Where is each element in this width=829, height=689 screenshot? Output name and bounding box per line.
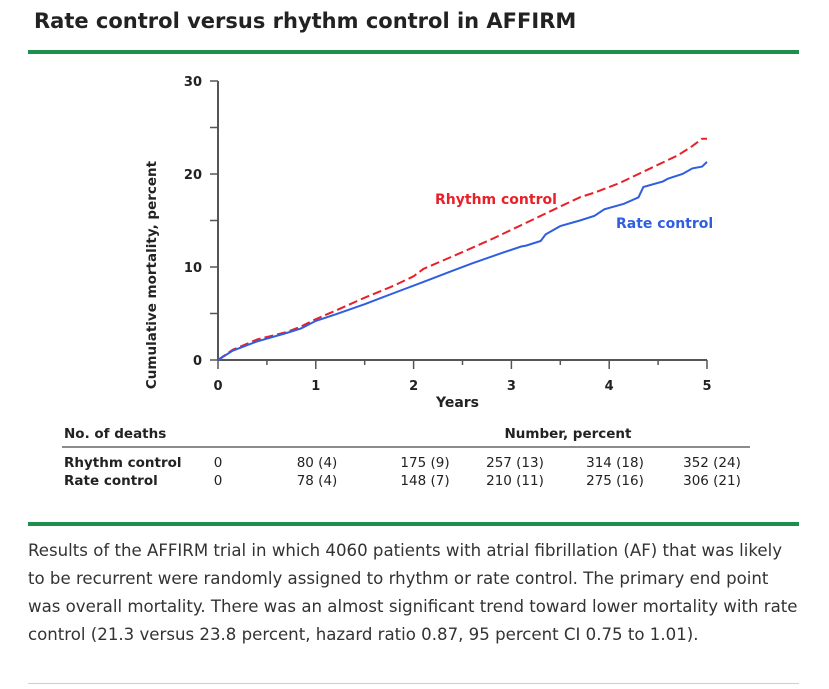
x-axis-label: Years (435, 395, 479, 411)
table-cell: 0 (214, 473, 223, 489)
figure-caption: Results of the AFFIRM trial in which 406… (28, 541, 798, 644)
x-tick-label: 3 (507, 379, 516, 394)
table-cell: 275 (16) (586, 473, 644, 489)
rate-control-label: Rate control (616, 216, 713, 232)
caption-divider (28, 522, 799, 526)
table-cell: 78 (4) (297, 473, 338, 489)
x-tick-label: 1 (311, 379, 320, 394)
rhythm-control-line (217, 137, 707, 361)
table-cell: 314 (18) (586, 455, 644, 471)
bottom-divider (28, 683, 799, 684)
y-axis-label: Cumulative mortality, percent (144, 160, 160, 389)
top-divider (28, 50, 799, 54)
table-row-label: Rhythm control (64, 455, 182, 471)
table-cell: 210 (11) (486, 473, 544, 489)
rhythm-control-label: Rhythm control (435, 192, 557, 208)
x-tick-label: 2 (409, 379, 418, 394)
rate-control-line (217, 161, 708, 361)
table-cell: 175 (9) (400, 455, 449, 471)
y-tick-label: 20 (184, 168, 202, 183)
y-tick-label: 30 (184, 75, 202, 90)
page-title: Rate control versus rhythm control in AF… (34, 9, 577, 33)
table-right-header: Number, percent (505, 426, 633, 442)
y-tick-label: 0 (193, 354, 202, 369)
mortality-chart: 0 10 20 30 0 1 2 3 4 5 Years Cumulative mortality, … (62, 75, 750, 489)
table-cell: 352 (24) (683, 455, 741, 471)
x-tick-label: 4 (605, 379, 614, 394)
y-tick-label: 10 (184, 261, 202, 276)
table-cell: 306 (21) (683, 473, 741, 489)
table-row-label: Rate control (64, 473, 158, 489)
table-cell: 257 (13) (486, 455, 544, 471)
table-cell: 148 (7) (400, 473, 449, 489)
table-left-header: No. of deaths (64, 426, 166, 442)
table-cell: 80 (4) (297, 455, 338, 471)
x-tick-label: 5 (702, 379, 711, 394)
table-cell: 0 (214, 455, 223, 471)
x-tick-label: 0 (213, 379, 222, 394)
